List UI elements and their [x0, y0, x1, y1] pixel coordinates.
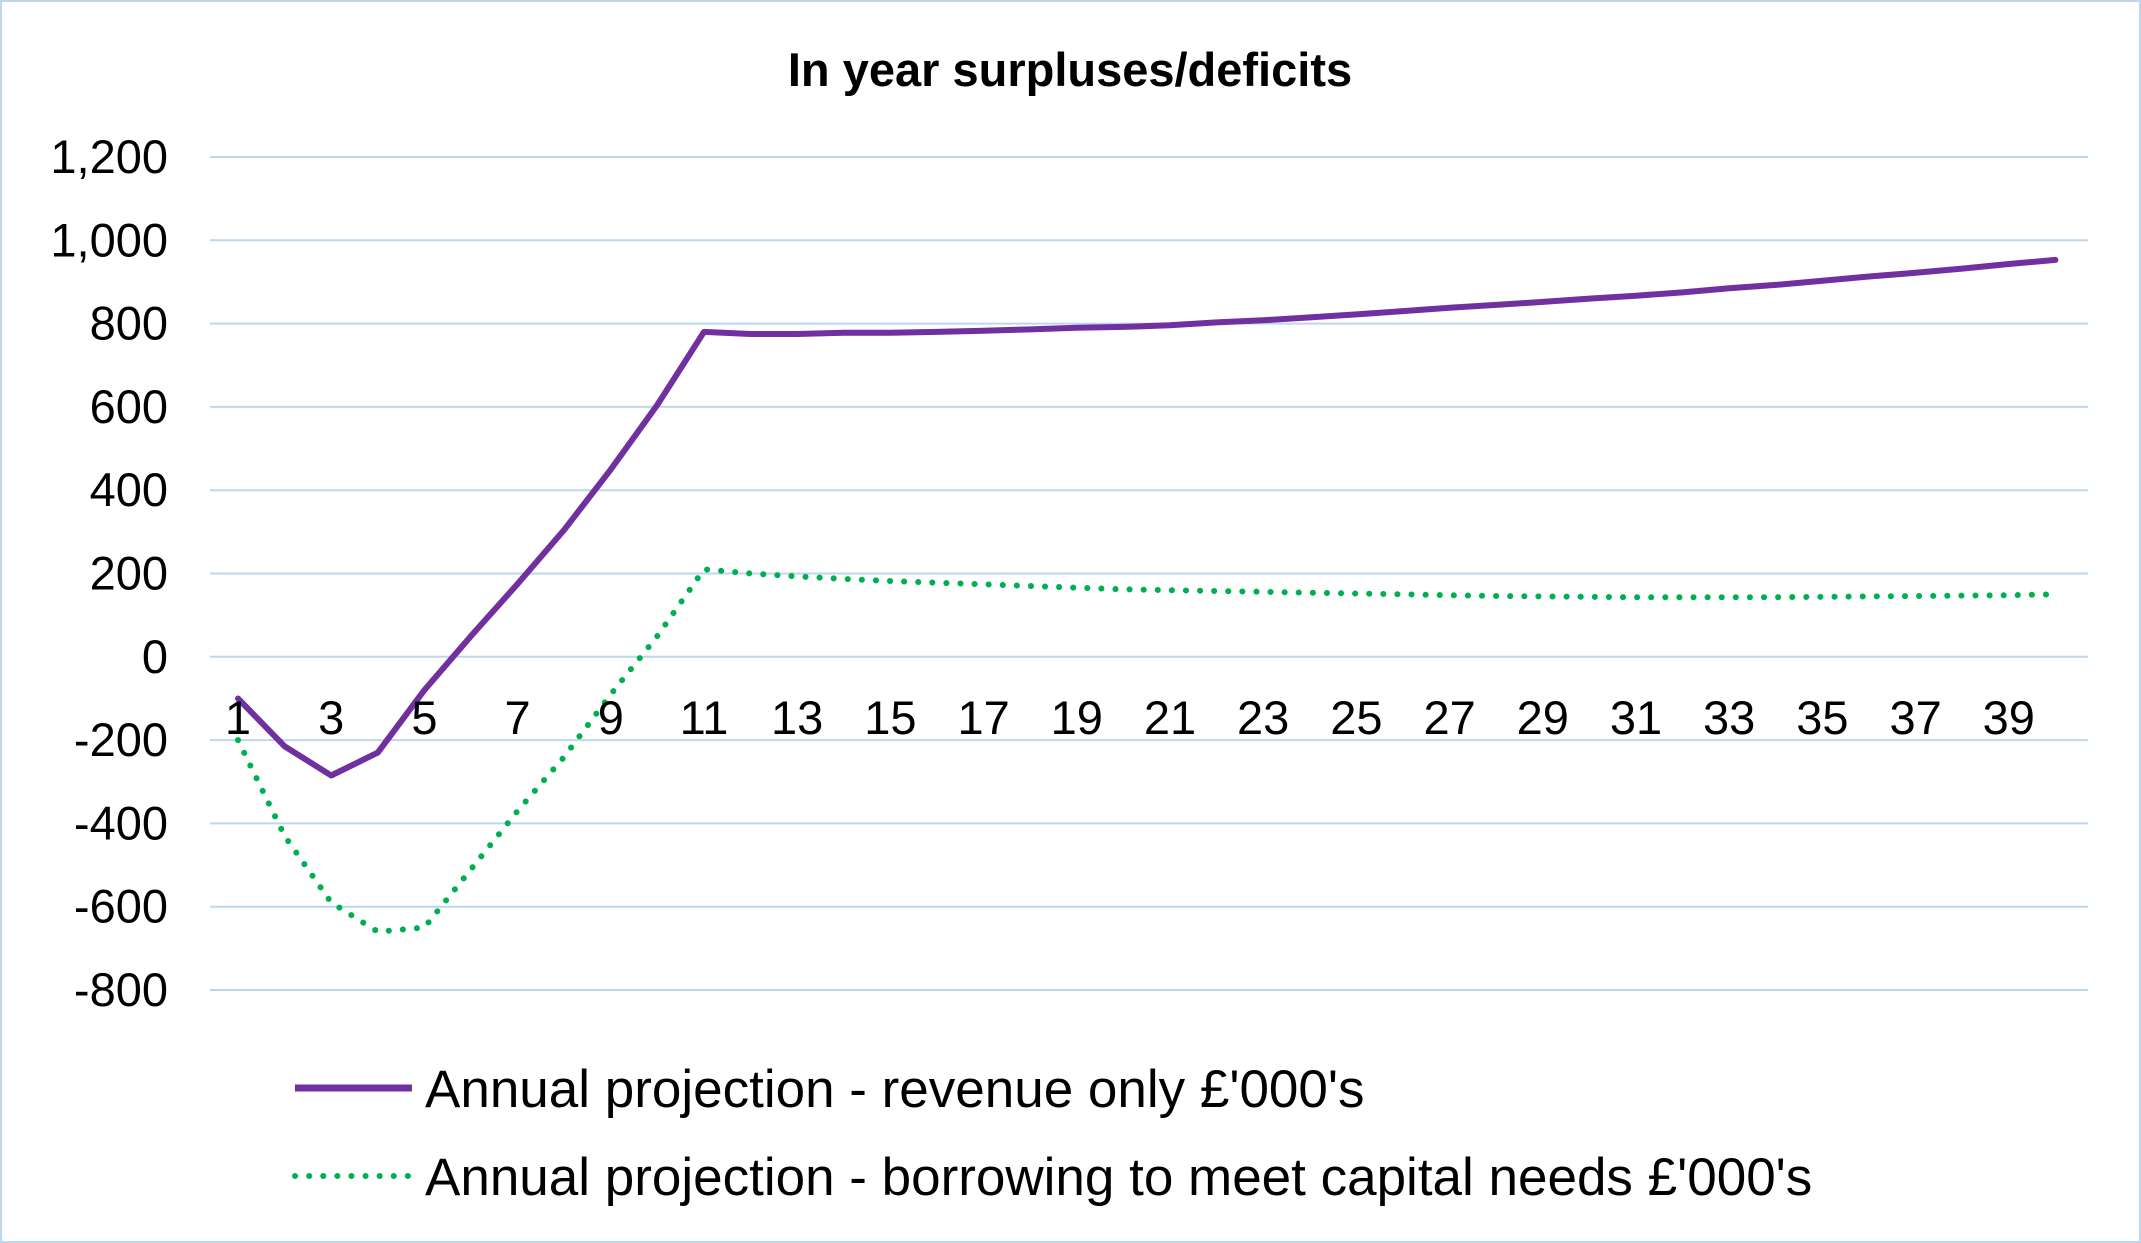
- x-tick-label: 17: [957, 691, 1009, 744]
- x-tick-label: 35: [1796, 691, 1848, 744]
- y-tick-label: -600: [74, 880, 168, 933]
- x-tick-label: 29: [1517, 691, 1569, 744]
- legend: Annual projection - revenue only £'000's…: [292, 1060, 1812, 1207]
- x-tick-label: 1: [225, 691, 251, 744]
- x-tick-label: 31: [1610, 691, 1662, 744]
- x-tick-label: 9: [598, 691, 624, 744]
- x-tick-label: 23: [1237, 691, 1289, 744]
- y-tick-label: 1,000: [50, 213, 168, 266]
- x-tick-label: 19: [1051, 691, 1103, 744]
- x-tick-label: 33: [1703, 691, 1755, 744]
- x-tick-label: 15: [864, 691, 916, 744]
- legend-label-2: Annual projection - borrowing to meet ca…: [425, 1148, 1812, 1207]
- x-tick-label: 39: [1983, 691, 2035, 744]
- series-line-1: [235, 256, 2059, 779]
- x-tick-label: 13: [771, 691, 823, 744]
- chart-title: In year surpluses/deficits: [788, 43, 1352, 96]
- y-tick-label: 200: [90, 547, 168, 600]
- y-tick-label: -200: [74, 713, 168, 766]
- y-tick-label: 1,200: [50, 130, 168, 183]
- y-tick-label: 400: [90, 463, 168, 516]
- series-line-2: [235, 566, 2059, 935]
- x-axis-tick-labels: 1 3 5 7 9 11 13 15 17 19 21 23 25 27 29 31 33 35 37 39: [225, 691, 2035, 744]
- x-tick-label: 37: [1889, 691, 1941, 744]
- x-tick-label: 3: [318, 691, 344, 744]
- x-tick-label: 21: [1144, 691, 1196, 744]
- y-tick-label: -800: [74, 963, 168, 1016]
- x-tick-label: 5: [411, 691, 437, 744]
- y-tick-label: 600: [90, 380, 168, 433]
- y-tick-label: 800: [90, 297, 168, 350]
- x-tick-label: 25: [1330, 691, 1382, 744]
- x-tick-label: 7: [505, 691, 531, 744]
- y-axis-tick-labels: -800 -600 -400 -200 0 200 400 600 800 1,000 1,200: [50, 130, 168, 1016]
- legend-label-1: Annual projection - revenue only £'000's: [425, 1060, 1365, 1119]
- y-tick-label: 0: [142, 630, 168, 683]
- y-tick-label: -400: [74, 796, 168, 849]
- x-tick-label: 11: [680, 691, 729, 744]
- series-layer: [235, 256, 2059, 935]
- x-tick-label: 27: [1423, 691, 1475, 744]
